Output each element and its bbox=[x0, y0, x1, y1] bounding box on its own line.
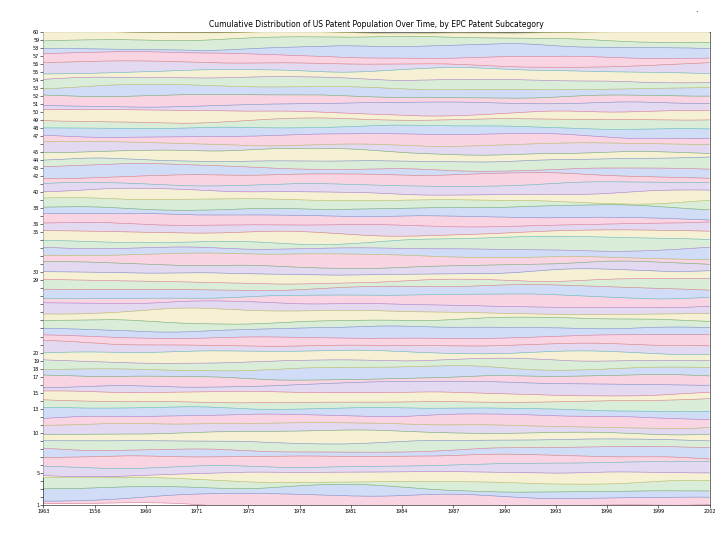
Title: Cumulative Distribution of US Patent Population Over Time, by EPC Patent Subcate: Cumulative Distribution of US Patent Pop… bbox=[209, 21, 544, 29]
Text: ·: · bbox=[695, 8, 698, 17]
